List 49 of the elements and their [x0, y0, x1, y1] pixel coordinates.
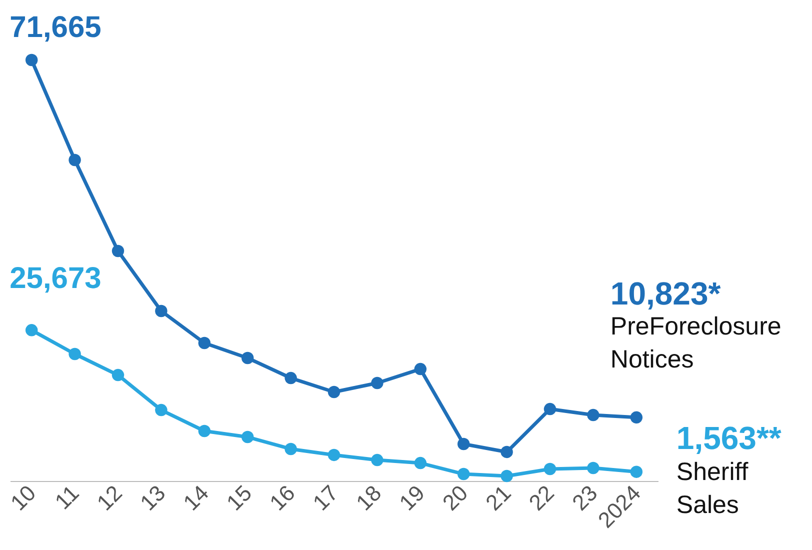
x-tick-label: 11	[50, 480, 84, 514]
point	[500, 470, 513, 482]
x-tick-label: 16	[264, 480, 300, 516]
point	[68, 154, 81, 166]
point	[25, 54, 38, 66]
point	[198, 336, 211, 350]
point	[328, 386, 340, 398]
x-tick-label: 21	[480, 480, 516, 516]
point	[25, 324, 38, 336]
point	[414, 362, 427, 376]
point	[241, 430, 254, 444]
x-tick-label: 14	[178, 480, 214, 516]
x-tick-label: 13	[135, 480, 170, 516]
x-tick-label: 15	[222, 480, 257, 516]
point	[198, 424, 211, 438]
x-tick-label: 20	[438, 480, 473, 516]
x-tick-label: 22	[524, 480, 559, 516]
series-label: PreForeclosure Notices	[610, 312, 782, 374]
point	[587, 462, 600, 474]
point	[68, 348, 81, 360]
point	[112, 244, 124, 258]
x-tick-label: 17	[308, 480, 343, 516]
x-tick-label: 12	[92, 480, 127, 516]
point	[112, 368, 124, 382]
point	[630, 466, 643, 478]
point	[371, 454, 384, 466]
x-tick-label: 19	[394, 480, 430, 516]
data-label: 25,673	[10, 262, 102, 296]
point	[457, 438, 470, 450]
point	[457, 468, 470, 480]
series-label: Sheriff Sales	[676, 458, 748, 519]
point	[155, 404, 168, 416]
data-label: 71,665	[10, 11, 102, 44]
point	[155, 304, 168, 318]
point	[500, 446, 513, 458]
x-tick-label: 10	[6, 480, 41, 516]
point	[630, 411, 643, 424]
point	[371, 376, 384, 390]
point	[544, 402, 556, 416]
point	[414, 456, 427, 470]
point	[241, 352, 254, 364]
point	[544, 462, 556, 476]
point	[284, 372, 297, 384]
point	[284, 442, 297, 456]
point	[587, 408, 600, 422]
data-label: 1,563**	[676, 420, 782, 456]
data-label: 10,823*	[610, 275, 722, 312]
x-tick-label: 18	[351, 480, 386, 516]
point	[328, 448, 340, 462]
